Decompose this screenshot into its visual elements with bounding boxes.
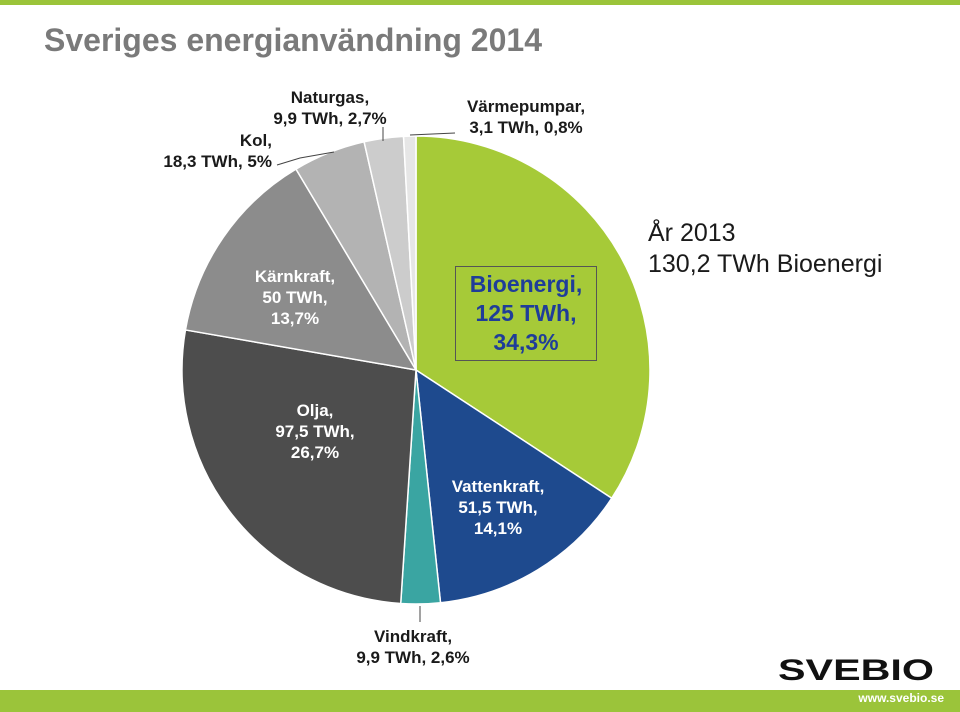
svg-text:SVEBIO: SVEBIO	[778, 654, 934, 686]
label-bioenergi-line3: 34,3%	[493, 329, 559, 355]
label-olja-line1: Olja,	[296, 401, 334, 420]
label-kol-line1: Kol,	[239, 131, 272, 150]
label-vattenkraft: Vattenkraft, 51,5 TWh, 14,1%	[433, 476, 563, 539]
label-bioenergi-line1: Bioenergi,	[469, 271, 583, 297]
annotation-2013: År 2013 130,2 TWh Bioenergi	[648, 218, 882, 280]
label-naturgas-line2: 9,9 TWh, 2,7%	[273, 109, 387, 128]
label-vindkraft-line1: Vindkraft,	[373, 627, 453, 646]
label-kol-line2: 18,3 TWh, 5%	[163, 152, 272, 171]
bottom-accent-bar	[0, 690, 960, 712]
label-karnkraft-line2: 50 TWh,	[262, 288, 328, 307]
annotation-line1: År 2013	[648, 219, 736, 247]
label-olja-line3: 26,7%	[290, 443, 340, 462]
label-varmepumpar-line1: Värmepumpar,	[466, 97, 586, 116]
label-kol: Kol, 18,3 TWh, 5%	[163, 130, 272, 172]
label-vindkraft-line2: 9,9 TWh, 2,6%	[356, 648, 470, 667]
label-naturgas-line1: Naturgas,	[290, 88, 370, 107]
label-karnkraft: Kärnkraft, 50 TWh, 13,7%	[240, 266, 350, 329]
svebio-logo: SVEBIO	[778, 654, 934, 686]
label-olja: Olja, 97,5 TWh, 26,7%	[255, 400, 375, 463]
leader-line-varmepumpar	[409, 132, 456, 136]
label-karnkraft-line3: 13,7%	[270, 309, 320, 328]
pie-slice-olja	[181, 329, 417, 605]
pie-slice-vattenkraft	[415, 368, 613, 604]
footer-url-link[interactable]: www.svebio.se	[858, 691, 944, 705]
leader-line-kol	[276, 151, 335, 166]
top-accent-bar	[0, 0, 960, 5]
page-title: Sveriges energianvändning 2014	[44, 22, 542, 58]
label-vattenkraft-line1: Vattenkraft,	[451, 477, 545, 496]
label-bioenergi-line2: 125 TWh,	[475, 300, 577, 326]
label-varmepumpar-line2: 3,1 TWh, 0,8%	[469, 118, 583, 137]
label-vattenkraft-line3: 14,1%	[473, 519, 523, 538]
label-olja-line2: 97,5 TWh,	[275, 422, 355, 441]
label-bioenergi: Bioenergi, 125 TWh, 34,3%	[455, 266, 597, 361]
pie-slice-karnkraft	[184, 168, 418, 372]
label-naturgas: Naturgas, 9,9 TWh, 2,7%	[262, 87, 398, 129]
annotation-line2: 130,2 TWh Bioenergi	[648, 250, 883, 278]
label-vattenkraft-line2: 51,5 TWh,	[458, 498, 538, 517]
label-varmepumpar: Värmepumpar, 3,1 TWh, 0,8%	[452, 96, 600, 138]
label-karnkraft-line1: Kärnkraft,	[254, 267, 336, 286]
label-vindkraft: Vindkraft, 9,9 TWh, 2,6%	[325, 626, 501, 668]
pie-slice-varmepumpar	[402, 135, 417, 371]
